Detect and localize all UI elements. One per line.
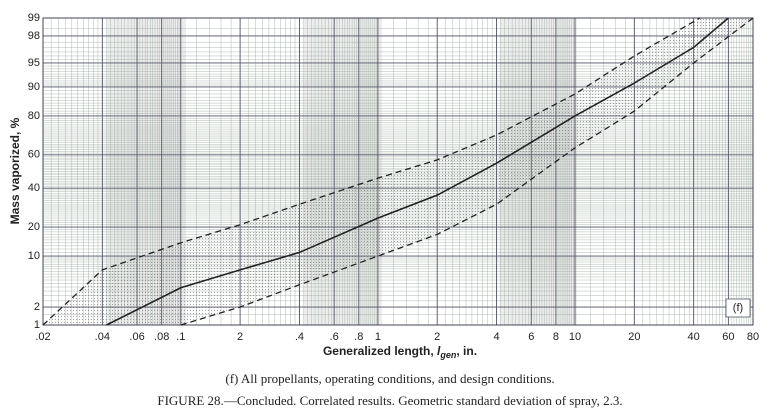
y-tick-label: 98	[28, 30, 40, 42]
y-tick-label: 80	[28, 110, 40, 122]
y-tick-label: 95	[28, 57, 40, 69]
x-tick-label: 4	[493, 331, 499, 343]
y-axis-label: Mass vaporized, %	[8, 117, 22, 224]
y-tick-label: 20	[28, 221, 40, 233]
band-shading	[43, 18, 753, 325]
x-tick-label: .6	[330, 331, 339, 343]
x-tick-label: .04	[95, 331, 110, 343]
plot-frame	[42, 17, 754, 326]
caption-sub: (f) All propellants, operating condition…	[225, 371, 554, 386]
y-tick-label: 2	[34, 301, 40, 313]
panel-label: (f)	[733, 302, 743, 314]
series-line	[42, 17, 701, 326]
y-tick-label: 10	[28, 250, 40, 262]
x-axis-label: Generalized length, lgen, in.	[323, 344, 477, 360]
y-tick-label: 90	[28, 81, 40, 93]
x-tick-label: .02	[35, 331, 50, 343]
x-tick-label: 40	[688, 331, 700, 343]
series-line	[180, 17, 754, 326]
x-tick-label: 2	[237, 331, 243, 343]
caption-label: FIGURE 28.	[157, 393, 223, 408]
y-tick-label: 99	[28, 12, 40, 24]
x-tick-label: 10	[569, 331, 581, 343]
x-tick-label: .08	[154, 331, 169, 343]
y-tick-label: 40	[28, 182, 40, 194]
x-tick-label: .06	[129, 331, 144, 343]
x-tick-label: 80	[747, 331, 759, 343]
x-label-part: Generalized length,	[323, 344, 437, 358]
x-tick-label: 1	[375, 331, 381, 343]
y-tick-label: 1	[34, 319, 40, 331]
x-tick-label: 20	[628, 331, 640, 343]
x-tick-label: .4	[295, 331, 304, 343]
caption-text: —Concluded. Correlated results. Geometri…	[223, 393, 623, 408]
x-tick-label: 60	[722, 331, 734, 343]
x-label-part: , in.	[456, 344, 477, 358]
y-tick-label: 60	[28, 149, 40, 161]
x-tick-label: .8	[354, 331, 363, 343]
x-label-part: gen	[439, 350, 457, 360]
panel-box	[725, 298, 751, 318]
x-tick-label: 2	[434, 331, 440, 343]
x-tick-label: .1	[176, 331, 185, 343]
x-tick-label: 8	[553, 331, 559, 343]
x-tick-label: 6	[528, 331, 534, 343]
series-line	[106, 17, 729, 326]
caption: FIGURE 28.—Concluded. Correlated results…	[157, 393, 622, 408]
x-label-part: l	[437, 344, 441, 358]
